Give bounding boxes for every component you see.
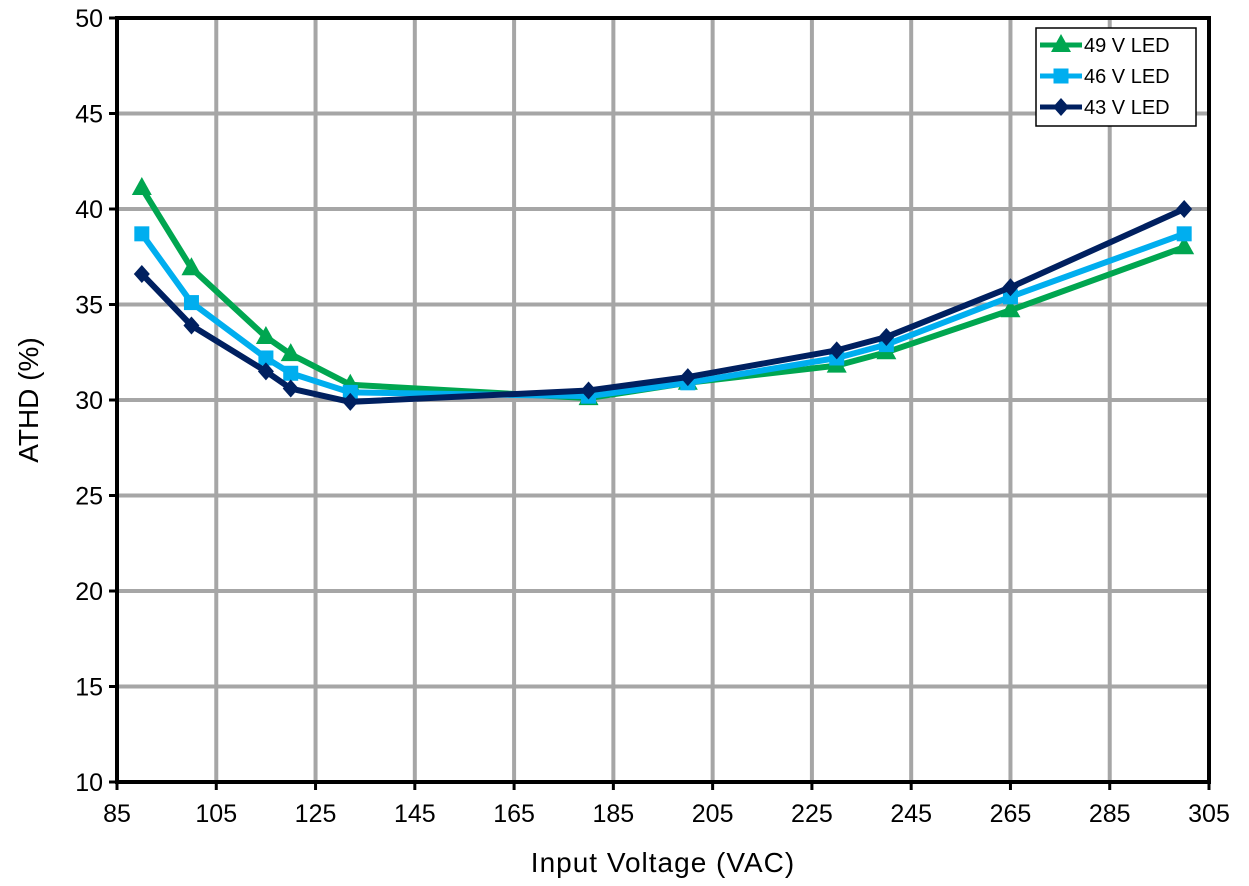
x-tick-label: 285	[1089, 800, 1131, 828]
triangle-marker	[255, 325, 276, 344]
legend-label: 49 V LED	[1084, 35, 1170, 57]
x-tick-label: 125	[295, 800, 337, 828]
diamond-marker	[1053, 98, 1069, 116]
diamond-marker	[1002, 278, 1019, 297]
y-tick-label: 20	[75, 578, 103, 606]
triangle-marker	[280, 343, 301, 362]
x-tick-label: 305	[1188, 800, 1230, 828]
diamond-marker	[878, 327, 895, 346]
diamond-marker	[133, 264, 150, 283]
x-tick-label: 205	[692, 800, 734, 828]
square-marker	[1053, 68, 1069, 84]
triangle-marker	[181, 257, 202, 276]
x-tick-label: 225	[791, 800, 833, 828]
x-tick-label: 145	[394, 800, 436, 828]
y-tick-label: 25	[75, 483, 103, 511]
series-2	[133, 200, 1193, 411]
legend-item: 49 V LED	[1040, 34, 1170, 57]
diamond-marker	[183, 316, 200, 335]
y-tick-label: 35	[75, 292, 103, 320]
triangle-marker	[131, 176, 152, 195]
y-tick-label: 40	[75, 196, 103, 224]
y-tick-label: 30	[75, 387, 103, 415]
square-marker	[183, 295, 199, 311]
square-marker	[258, 350, 274, 366]
triangle-marker	[1000, 299, 1021, 318]
x-tick-label: 265	[990, 800, 1032, 828]
square-marker	[1002, 289, 1018, 305]
diamond-marker	[580, 381, 597, 400]
diamond-marker	[282, 379, 299, 398]
legend-item: 46 V LED	[1040, 66, 1170, 88]
square-marker	[283, 365, 299, 381]
x-tick-label: 105	[195, 800, 237, 828]
diamond-marker	[1176, 200, 1193, 218]
x-axis-title: Input Voltage (VAC)	[531, 847, 795, 878]
y-tick-label: 10	[75, 769, 103, 797]
triangle-marker	[1174, 236, 1195, 255]
series-layer	[131, 176, 1195, 411]
diamond-marker	[342, 392, 359, 411]
square-marker	[342, 384, 358, 400]
x-tick-label: 185	[593, 800, 635, 828]
series-1	[134, 226, 1192, 404]
x-tick-label: 165	[493, 800, 535, 828]
grid	[115, 16, 1211, 784]
y-axis-title: ATHD (%)	[13, 337, 44, 462]
y-tick-label: 50	[75, 5, 103, 33]
legend-label: 46 V LED	[1084, 66, 1170, 88]
x-tick-label: 85	[103, 800, 131, 828]
legend: 49 V LED 46 V LED 43 V LED	[1035, 27, 1197, 127]
triangle-marker	[1051, 34, 1071, 52]
diamond-marker	[257, 362, 274, 381]
y-tick-label: 15	[75, 674, 103, 702]
tick-labels: 85 105 125 145 165 185 205 225 245 265 285 305 10 15 2…	[75, 5, 1230, 828]
x-tick-label: 245	[890, 800, 932, 828]
square-marker	[134, 226, 150, 242]
legend-item: 43 V LED	[1040, 97, 1170, 119]
square-marker	[1176, 226, 1192, 242]
y-tick-label: 45	[75, 101, 103, 129]
diamond-marker	[828, 341, 845, 360]
diamond-marker	[679, 368, 696, 387]
legend-label: 43 V LED	[1084, 97, 1170, 119]
